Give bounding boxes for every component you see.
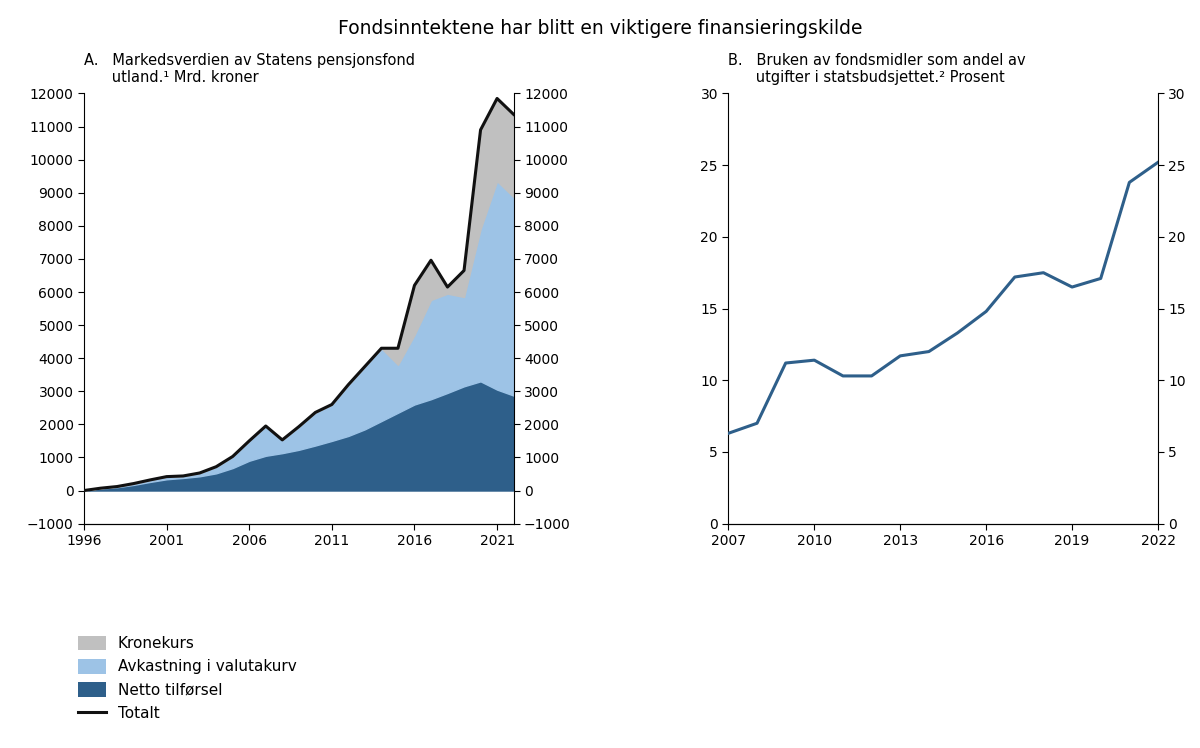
Text: Fondsinntektene har blitt en viktigere finansieringskilde: Fondsinntektene har blitt en viktigere f… bbox=[337, 19, 863, 37]
Text: B.   Bruken av fondsmidler som andel av
      utgifter i statsbudsjettet.² Prose: B. Bruken av fondsmidler som andel av ut… bbox=[728, 53, 1026, 85]
Legend: Kronekurs, Avkastning i valutakurv, Netto tilførsel, Totalt: Kronekurs, Avkastning i valutakurv, Nett… bbox=[73, 631, 301, 726]
Text: A.   Markedsverdien av Statens pensjonsfond
      utland.¹ Mrd. kroner: A. Markedsverdien av Statens pensjonsfon… bbox=[84, 53, 415, 85]
